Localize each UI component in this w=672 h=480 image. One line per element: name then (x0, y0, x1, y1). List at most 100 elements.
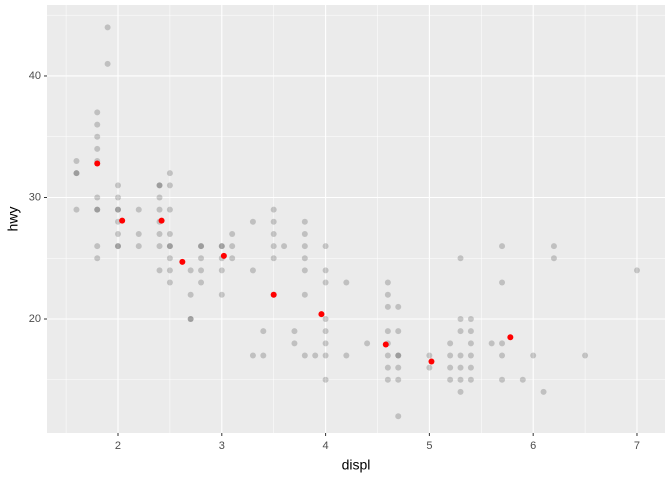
point (114, 243, 121, 250)
point (499, 243, 506, 250)
point (447, 352, 454, 359)
point (582, 352, 589, 359)
point (156, 243, 163, 250)
point (447, 340, 454, 347)
point (114, 243, 121, 250)
point (94, 194, 101, 201)
point (166, 170, 173, 177)
point (94, 255, 101, 262)
x-axis-title: displ (342, 457, 371, 473)
point (488, 340, 495, 347)
point (457, 352, 464, 359)
point (447, 376, 454, 383)
point (94, 109, 101, 116)
point (158, 217, 165, 224)
point (395, 303, 402, 310)
point (499, 352, 506, 359)
point (94, 145, 101, 152)
point (166, 279, 173, 286)
point (322, 243, 329, 250)
x-tick-label: 5 (426, 440, 432, 452)
point (426, 364, 433, 371)
point (229, 230, 236, 237)
point (467, 376, 474, 383)
y-tick-label: 20 (29, 313, 41, 325)
point (156, 194, 163, 201)
point (384, 291, 391, 298)
point (218, 243, 225, 250)
x-tick-label: 3 (219, 440, 225, 452)
point (270, 206, 277, 213)
point (457, 255, 464, 262)
point (467, 316, 474, 323)
point (166, 182, 173, 189)
point (114, 182, 121, 189)
point (312, 352, 319, 359)
point (249, 218, 256, 225)
point (467, 352, 474, 359)
point (179, 258, 186, 265)
point (507, 334, 514, 341)
y-axis-title: hwy (5, 207, 21, 232)
point (318, 311, 325, 318)
point (114, 194, 121, 201)
point (156, 230, 163, 237)
point (382, 341, 389, 348)
point (220, 252, 227, 259)
point (530, 352, 537, 359)
point (156, 182, 163, 189)
point (119, 217, 126, 224)
point (301, 255, 308, 262)
point (301, 218, 308, 225)
point (270, 243, 277, 250)
point (322, 352, 329, 359)
x-tick-label: 2 (115, 440, 121, 452)
point (270, 218, 277, 225)
point (218, 267, 225, 274)
x-tick-label: 4 (323, 440, 329, 452)
point (260, 352, 267, 359)
point (322, 267, 329, 274)
point (94, 121, 101, 128)
point (384, 364, 391, 371)
point (94, 206, 101, 213)
point (467, 364, 474, 371)
point (384, 279, 391, 286)
point (322, 279, 329, 286)
point (249, 352, 256, 359)
point (229, 255, 236, 262)
point (114, 230, 121, 237)
point (364, 340, 371, 347)
point (73, 170, 80, 177)
point (426, 352, 433, 359)
point (198, 243, 205, 250)
point (166, 230, 173, 237)
point (384, 352, 391, 359)
point (114, 206, 121, 213)
point (550, 243, 557, 250)
point (218, 291, 225, 298)
point (156, 182, 163, 189)
point (384, 328, 391, 335)
point (260, 328, 267, 335)
point (322, 340, 329, 347)
point (187, 316, 194, 323)
point (519, 376, 526, 383)
point (166, 243, 173, 250)
point (467, 340, 474, 347)
point (187, 267, 194, 274)
panel (47, 5, 665, 433)
point (198, 243, 205, 250)
point (457, 388, 464, 395)
point (291, 328, 298, 335)
point (166, 267, 173, 274)
point (281, 243, 288, 250)
point (322, 316, 329, 323)
point (343, 279, 350, 286)
point (322, 328, 329, 335)
point (104, 60, 111, 67)
point (104, 24, 111, 31)
point (291, 340, 298, 347)
point (457, 316, 464, 323)
